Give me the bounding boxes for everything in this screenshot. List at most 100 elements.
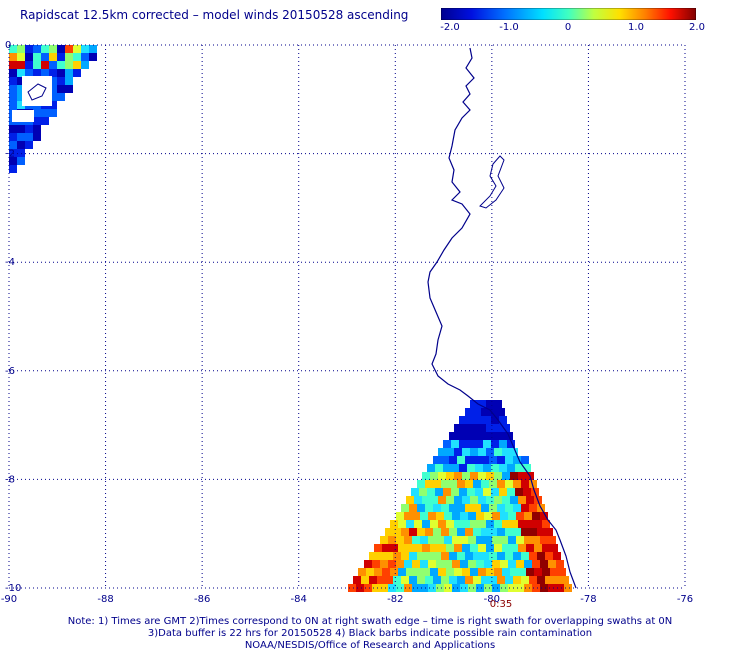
wind-cell [465,552,473,560]
lat-tick-label: -10 [5,583,21,594]
wind-cell [388,536,396,544]
wind-cell [548,560,556,568]
wind-cell [492,584,500,592]
wind-cell [470,496,478,504]
wind-cell [41,109,49,117]
wind-cell [486,496,494,504]
wind-cell [473,576,481,584]
wind-cell [484,536,492,544]
wind-cell [505,480,513,488]
wind-cell [489,576,497,584]
wind-cell [430,496,438,504]
wind-cell [502,448,510,456]
lat-tick-label: -8 [5,474,15,485]
wind-cell [25,61,33,69]
wind-cell [33,117,41,125]
wind-cell [398,568,406,576]
wind-cell [446,496,454,504]
wind-cell [502,568,510,576]
wind-cell [481,504,489,512]
wind-cell [457,528,465,536]
wind-cell [476,512,484,520]
wind-cell [73,61,81,69]
wind-cell [73,45,81,53]
wind-cell [476,560,484,568]
wind-cell [470,472,478,480]
wind-cell [9,93,17,101]
wind-cell [510,448,518,456]
wind-cell [444,512,452,520]
wind-cell [454,472,462,480]
wind-cell [473,504,481,512]
wind-cell [537,576,545,584]
wind-cell [444,584,452,592]
wind-cell [438,520,446,528]
wind-cell [459,464,467,472]
wind-cell [49,77,57,85]
wind-cell [462,424,470,432]
wind-cell [462,472,470,480]
wind-cell [412,512,420,520]
wind-cell [457,480,465,488]
wind-cell [430,568,438,576]
wind-cell [454,520,462,528]
wind-cell [420,584,428,592]
wind-cell [409,552,417,560]
wind-cell [499,440,507,448]
wind-cell [465,456,473,464]
wind-cell [49,69,57,77]
wind-cell [465,504,473,512]
wind-cell [470,520,478,528]
wind-cell [57,77,65,85]
wind-cell [428,584,436,592]
wind-cell [49,101,57,109]
lon-tick-label: -78 [580,594,596,605]
coastline-inlet [479,155,505,209]
wind-cell [548,536,556,544]
wind-cell [57,53,65,61]
wind-cell [417,528,425,536]
wind-cell [388,560,396,568]
wind-cell [486,520,494,528]
wind-cell [451,464,459,472]
wind-cell [422,520,430,528]
wind-cell [460,536,468,544]
wind-cell [372,560,380,568]
wind-cell [518,568,526,576]
wind-cell [441,528,449,536]
wind-cell [444,560,452,568]
wind-cell [507,440,515,448]
wind-cell [364,584,372,592]
wind-cell [9,45,17,53]
wind-cell [446,520,454,528]
wind-cell [510,568,518,576]
wind-cell [502,544,510,552]
wind-cell [406,496,414,504]
wind-cell [17,101,25,109]
wind-cell [452,512,460,520]
wind-cell [481,552,489,560]
wind-cell [33,109,41,117]
wind-cell [443,464,451,472]
wind-cell [17,93,25,101]
wind-cell [65,77,73,85]
wind-cell [73,53,81,61]
wind-cell [9,69,17,77]
wind-cell [401,504,409,512]
wind-cell [454,568,462,576]
wind-cell [491,464,499,472]
wind-cell [417,552,425,560]
wind-cell [507,464,515,472]
wind-cell [462,496,470,504]
colorbar [441,8,696,20]
wind-cell [475,416,483,424]
wind-cell [452,536,460,544]
wind-cell [9,149,17,157]
wind-cell [486,448,494,456]
wind-cell [9,165,17,173]
wind-cell [489,432,497,440]
wind-cell [404,512,412,520]
wind-cell [556,560,564,568]
wind-cell [427,488,435,496]
wind-cell [457,432,465,440]
